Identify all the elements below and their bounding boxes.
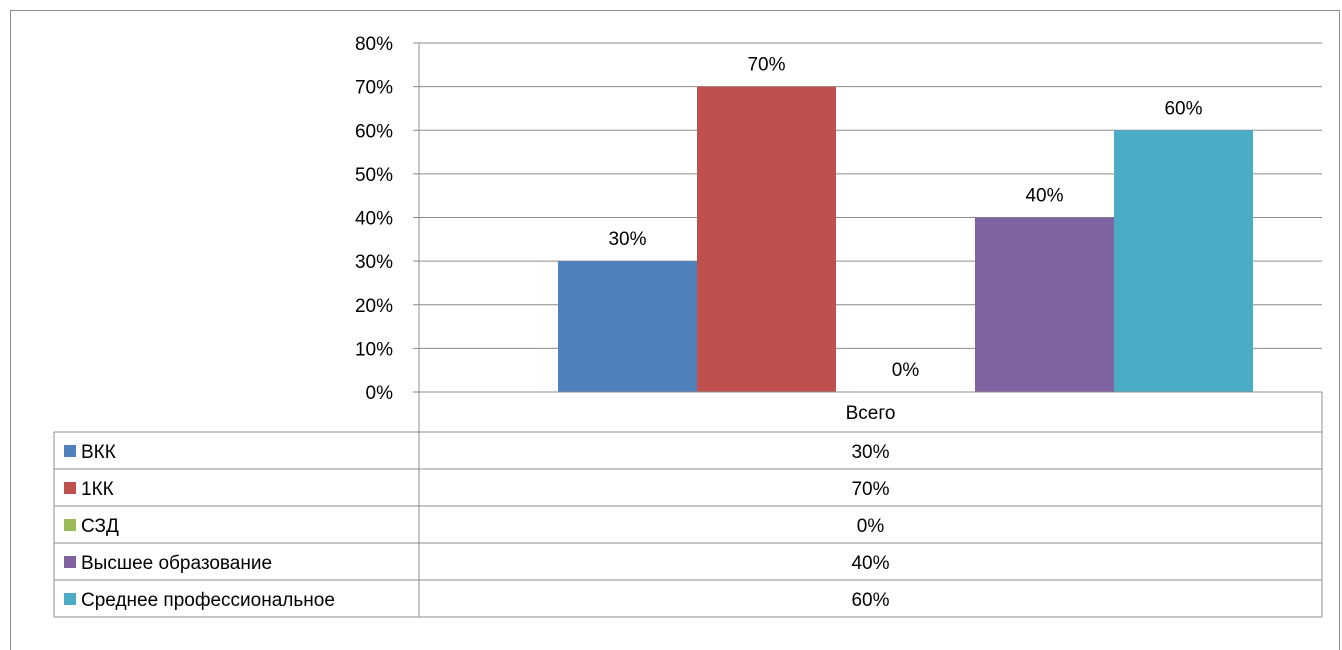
y-tick-label: 10%: [355, 339, 393, 360]
y-tick-label: 50%: [355, 165, 393, 186]
chart-frame: [10, 10, 1340, 650]
y-tick-label: 60%: [355, 121, 393, 142]
bar: [558, 261, 697, 392]
data-label: 70%: [747, 55, 785, 76]
table-value: 40%: [851, 553, 889, 574]
x-category-label: Всего: [846, 403, 896, 424]
legend-label: 1КК: [81, 479, 114, 500]
data-labels: 30% 70% 0% 40% 60%: [608, 55, 1202, 381]
bar: [975, 217, 1114, 392]
legend-label: ВКК: [81, 442, 116, 463]
data-label: 60%: [1164, 98, 1202, 119]
legend-label: Среднее профессиональное: [81, 590, 335, 611]
legend-label: СЗД: [81, 516, 119, 537]
y-tick-label: 20%: [355, 296, 393, 317]
y-tick-label: 40%: [355, 209, 393, 230]
bar: [697, 86, 836, 392]
y-tick-label: 80%: [355, 34, 393, 55]
y-tick-label: 30%: [355, 252, 393, 273]
data-table: Всего ВКК 30% 1КК 70% СЗД 0% Высшее образование…: [53, 391, 1323, 618]
table-value: 0%: [857, 516, 885, 537]
bar: [1114, 130, 1253, 392]
bars: [558, 86, 1253, 392]
y-tick-label: 70%: [355, 78, 393, 99]
table-value: 30%: [851, 442, 889, 463]
legend-swatch: [64, 556, 76, 568]
table-value: 60%: [851, 590, 889, 611]
data-label: 40%: [1025, 186, 1063, 207]
legend-swatch: [64, 445, 76, 457]
y-tick-label: 0%: [366, 383, 394, 404]
legend-swatch: [64, 519, 76, 531]
y-axis: 0% 10% 20% 30% 40% 50% 60% 70% 80%: [355, 34, 420, 404]
data-label: 30%: [608, 229, 646, 250]
legend-swatch: [64, 593, 76, 605]
table-value: 70%: [851, 479, 889, 500]
legend-label: Высшее образование: [81, 553, 272, 574]
legend-swatch: [64, 482, 76, 494]
data-label: 0%: [892, 360, 920, 381]
